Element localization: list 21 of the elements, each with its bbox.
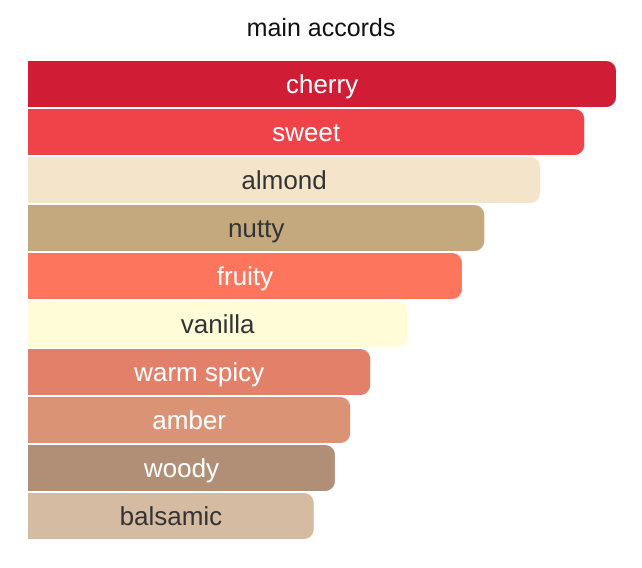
bar <box>28 493 314 539</box>
bar <box>28 157 540 203</box>
y-tick-label: warm spicy <box>133 357 264 387</box>
y-tick-label: nutty <box>228 213 284 243</box>
bar <box>28 205 484 251</box>
chart-title: main accords <box>246 14 396 43</box>
y-tick-label: amber <box>152 405 226 435</box>
y-tick-label: cherry <box>286 69 358 99</box>
bar <box>28 445 335 491</box>
bar <box>28 61 616 107</box>
bar <box>28 109 584 155</box>
bar <box>28 349 370 395</box>
y-tick-label: almond <box>241 165 327 195</box>
y-tick-label: woody <box>142 453 220 483</box>
bar <box>28 397 350 443</box>
bar <box>28 253 462 299</box>
y-tick-label: vanilla <box>180 309 256 339</box>
y-tick-label: sweet <box>272 117 341 147</box>
y-tick-label: balsamic <box>120 501 222 531</box>
bar <box>28 301 408 347</box>
y-tick-label: fruity <box>216 261 274 291</box>
